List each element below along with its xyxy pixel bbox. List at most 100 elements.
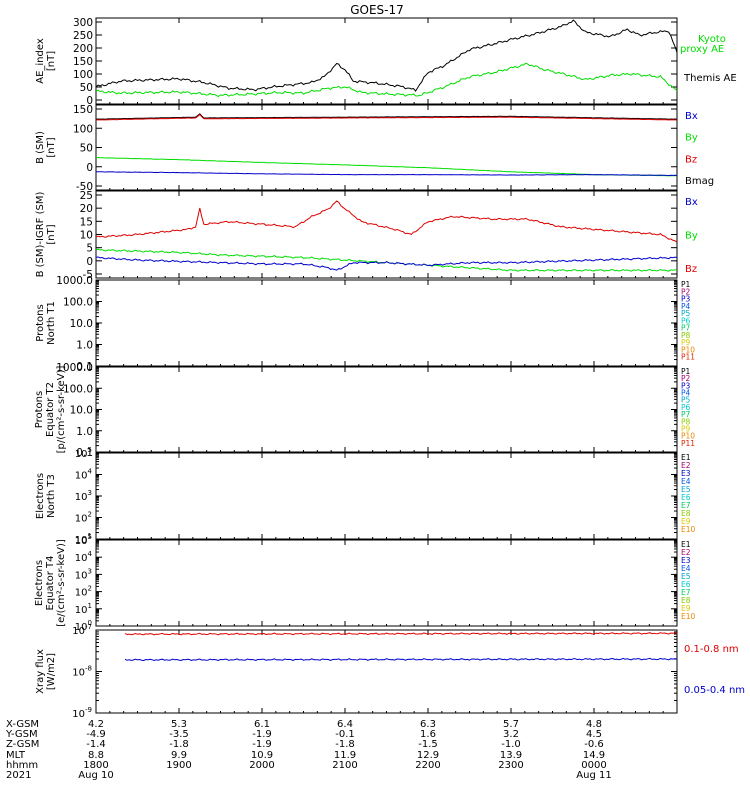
ephem-value: 3.2 [503,729,519,740]
legend-channel: P5 [681,309,691,318]
legend-channel: P4 [681,389,691,398]
legend-channel: E9 [681,517,691,526]
panel-frame [95,17,678,105]
panel-frame [95,539,678,627]
legend-bz: Bz [685,264,697,275]
legend-channel: E5 [681,485,691,494]
legend-bx: Bx [685,197,698,208]
legend-themis-ae: Themis AE [683,73,737,84]
ephem-value: 1900 [166,760,191,771]
y-axis-label: Protons [35,304,46,341]
legend-channel: E9 [681,604,691,613]
y-tick-label: 1.0 [76,340,93,352]
y-axis-label: [p/(cm²-s-sr-keV)] [56,366,67,454]
series-by [95,156,678,177]
y-tick-label: 20 [80,203,93,215]
panel-xray: 10-7 10-8 10-9 Xray flux [W/m2] 0.1-0.8 nm 0.0… [35,623,745,720]
y-axis-label: [nT] [46,224,57,244]
legend-channel: P9 [681,338,691,347]
ephem-value: 2100 [332,760,357,771]
y-axis-label: [e/(cm²-s-sr-keV)] [56,539,67,627]
y-tick-label: 101 [75,532,92,546]
legend-bmag: Bmag [685,176,714,187]
y-tick-label: 103 [75,567,92,581]
legend-channel: E7 [681,588,691,597]
y-tick-label: 102 [75,511,92,525]
legend-channel: E7 [681,501,691,510]
series-bx [95,171,678,177]
y-tick-label: 10-9 [72,706,92,720]
y-tick-label: 10-8 [72,665,92,679]
ephem-value: 9.9 [171,750,187,761]
ephem-value: 6.4 [337,719,353,730]
ephem-value: 0000 [581,760,606,771]
legend-bz: Bz [685,154,697,165]
ephem-value: 12.9 [417,750,439,761]
y-tick-label: 200 [73,43,93,55]
ephem-value: 13.9 [500,750,522,761]
panel-frame [95,279,678,367]
y-axis-label: [nT] [46,51,57,71]
y-tick-label: 104 [75,550,93,564]
y-tick-label: 100.0 [63,383,93,395]
y-tick-label: 103 [75,489,92,503]
ephem-value: -1.5 [418,739,438,750]
ephem-row-label: X-GSM [6,719,39,730]
panel-bsm: 150 100 50 0 -50 B (SM) [nT] Bx By Bz Bmag [35,104,714,193]
y-tick-label: 10.0 [70,318,93,330]
legend-by: By [685,133,698,144]
y-tick-label: 105 [75,533,92,547]
legend-channel: P11 [681,439,695,448]
legend-channel: P3 [681,295,691,304]
ephem-value: 5.3 [171,719,187,730]
y-tick-label: 0 [86,162,93,174]
legend-channel: E4 [681,477,691,486]
legend-channel: P10 [681,432,695,441]
series-kyoto-proxy-ae [95,62,678,98]
y-tick-label: 102 [75,585,92,599]
legend-proxy-ae: proxy AE [680,44,724,55]
y-tick-label: 0 [86,95,93,107]
ephem-value: 1800 [83,760,108,771]
legend-channel: P5 [681,396,691,405]
y-tick-label: 10.0 [70,405,93,417]
legend-channel: P6 [681,316,691,325]
y-axis-label: Equator T4 [45,556,56,611]
ephem-value: 11.9 [334,750,356,761]
y-axis-label: North T1 [46,301,57,345]
y-axis-label: AE_index [35,38,46,84]
y-tick-label: 10-7 [72,623,92,637]
y-tick-label: 100 [73,123,93,135]
y-tick-label: 300 [73,17,93,29]
ephem-value: -1.4 [86,739,106,750]
panel-prot2: 1000.0 100.0 10.0 1.0 0.1 Protons Equator T2 [p… [34,362,695,459]
ephem-value: 2200 [415,760,440,771]
y-tick-label: -50 [76,181,93,193]
legend-channel: E5 [681,572,691,581]
ephem-value: -3.5 [169,729,189,740]
legend-channel: P2 [681,287,691,296]
y-axis-label: [nT] [46,137,57,157]
panel-elec4: 105 104 103 102 101 100 Electrons Equator T4 [e/… [34,533,696,633]
series-bz [95,200,678,243]
panel-frame [95,366,678,453]
legend-channel: E3 [681,469,691,478]
panel-frame [95,190,678,279]
plot-title: GOES-17 [350,3,404,17]
y-axis-label: Xray flux [35,649,46,694]
panel-frame [95,629,678,714]
y-tick-label: 5 [86,243,93,255]
ephem-value: -1.9 [252,729,272,740]
ephem-row-label: MLT [6,750,26,761]
y-axis-label: B (SM) [35,131,46,164]
ephem-value: 4.8 [586,719,602,730]
ephem-value: -1.9 [252,739,272,750]
legend-channel: P2 [681,374,691,383]
series-bmag [95,113,678,120]
legend-by: By [685,231,698,242]
ephem-value: 2000 [249,760,274,771]
y-tick-label: 104 [75,468,93,482]
